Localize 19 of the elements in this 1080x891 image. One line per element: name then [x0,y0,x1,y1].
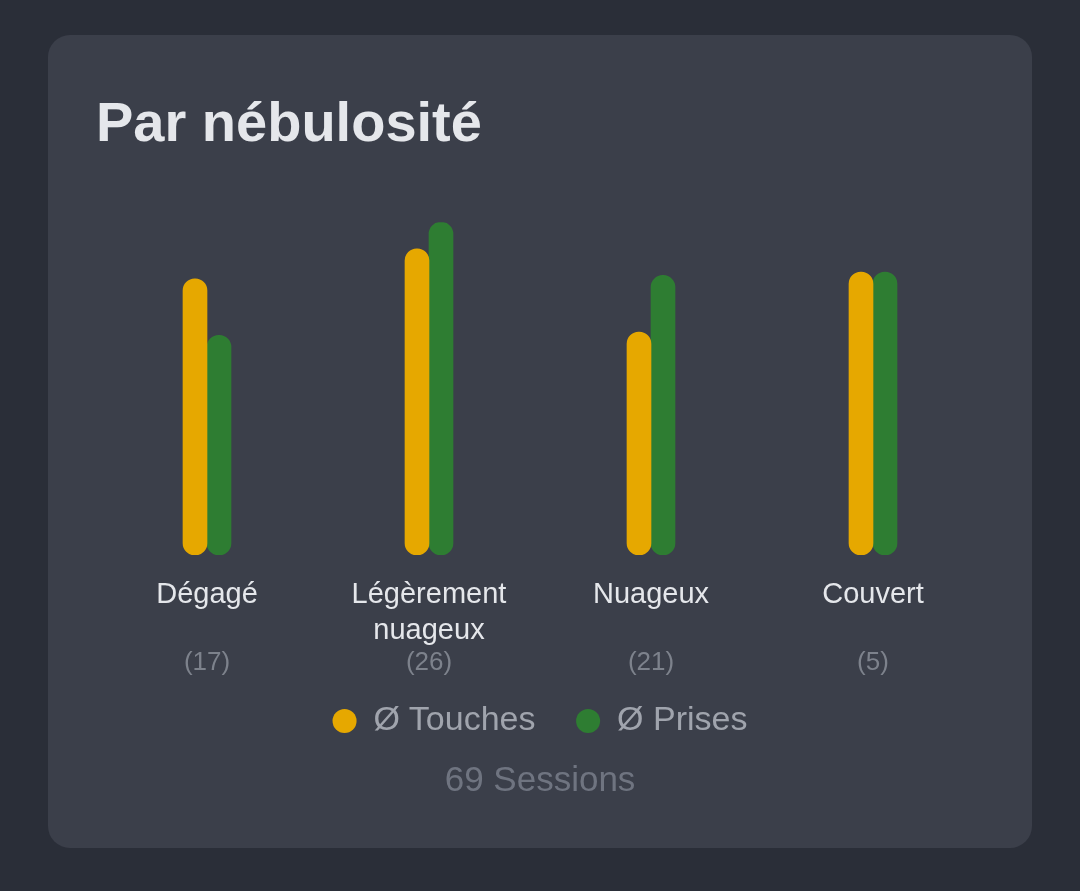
bar [428,222,454,555]
legend-label: Ø Touches [373,699,536,738]
text: (17) [183,646,231,677]
text: (26) [405,646,453,677]
bar [848,271,874,555]
bar [404,248,430,555]
bar [650,275,676,555]
bar [206,335,232,555]
text: (5) [857,646,889,677]
x-tick-label: Dégagé [156,577,258,609]
x-tick-label: Légèrement nuageux [351,577,507,645]
bar [872,271,898,555]
x-tick-label: Couvert [822,577,924,609]
bar [626,331,652,555]
text: (21) [627,646,675,677]
x-tick-label: Nuageux [592,577,710,609]
legend-label: Ø Prises [617,699,748,738]
chart-title: Par nébulosité [96,90,482,154]
bar [182,278,208,555]
